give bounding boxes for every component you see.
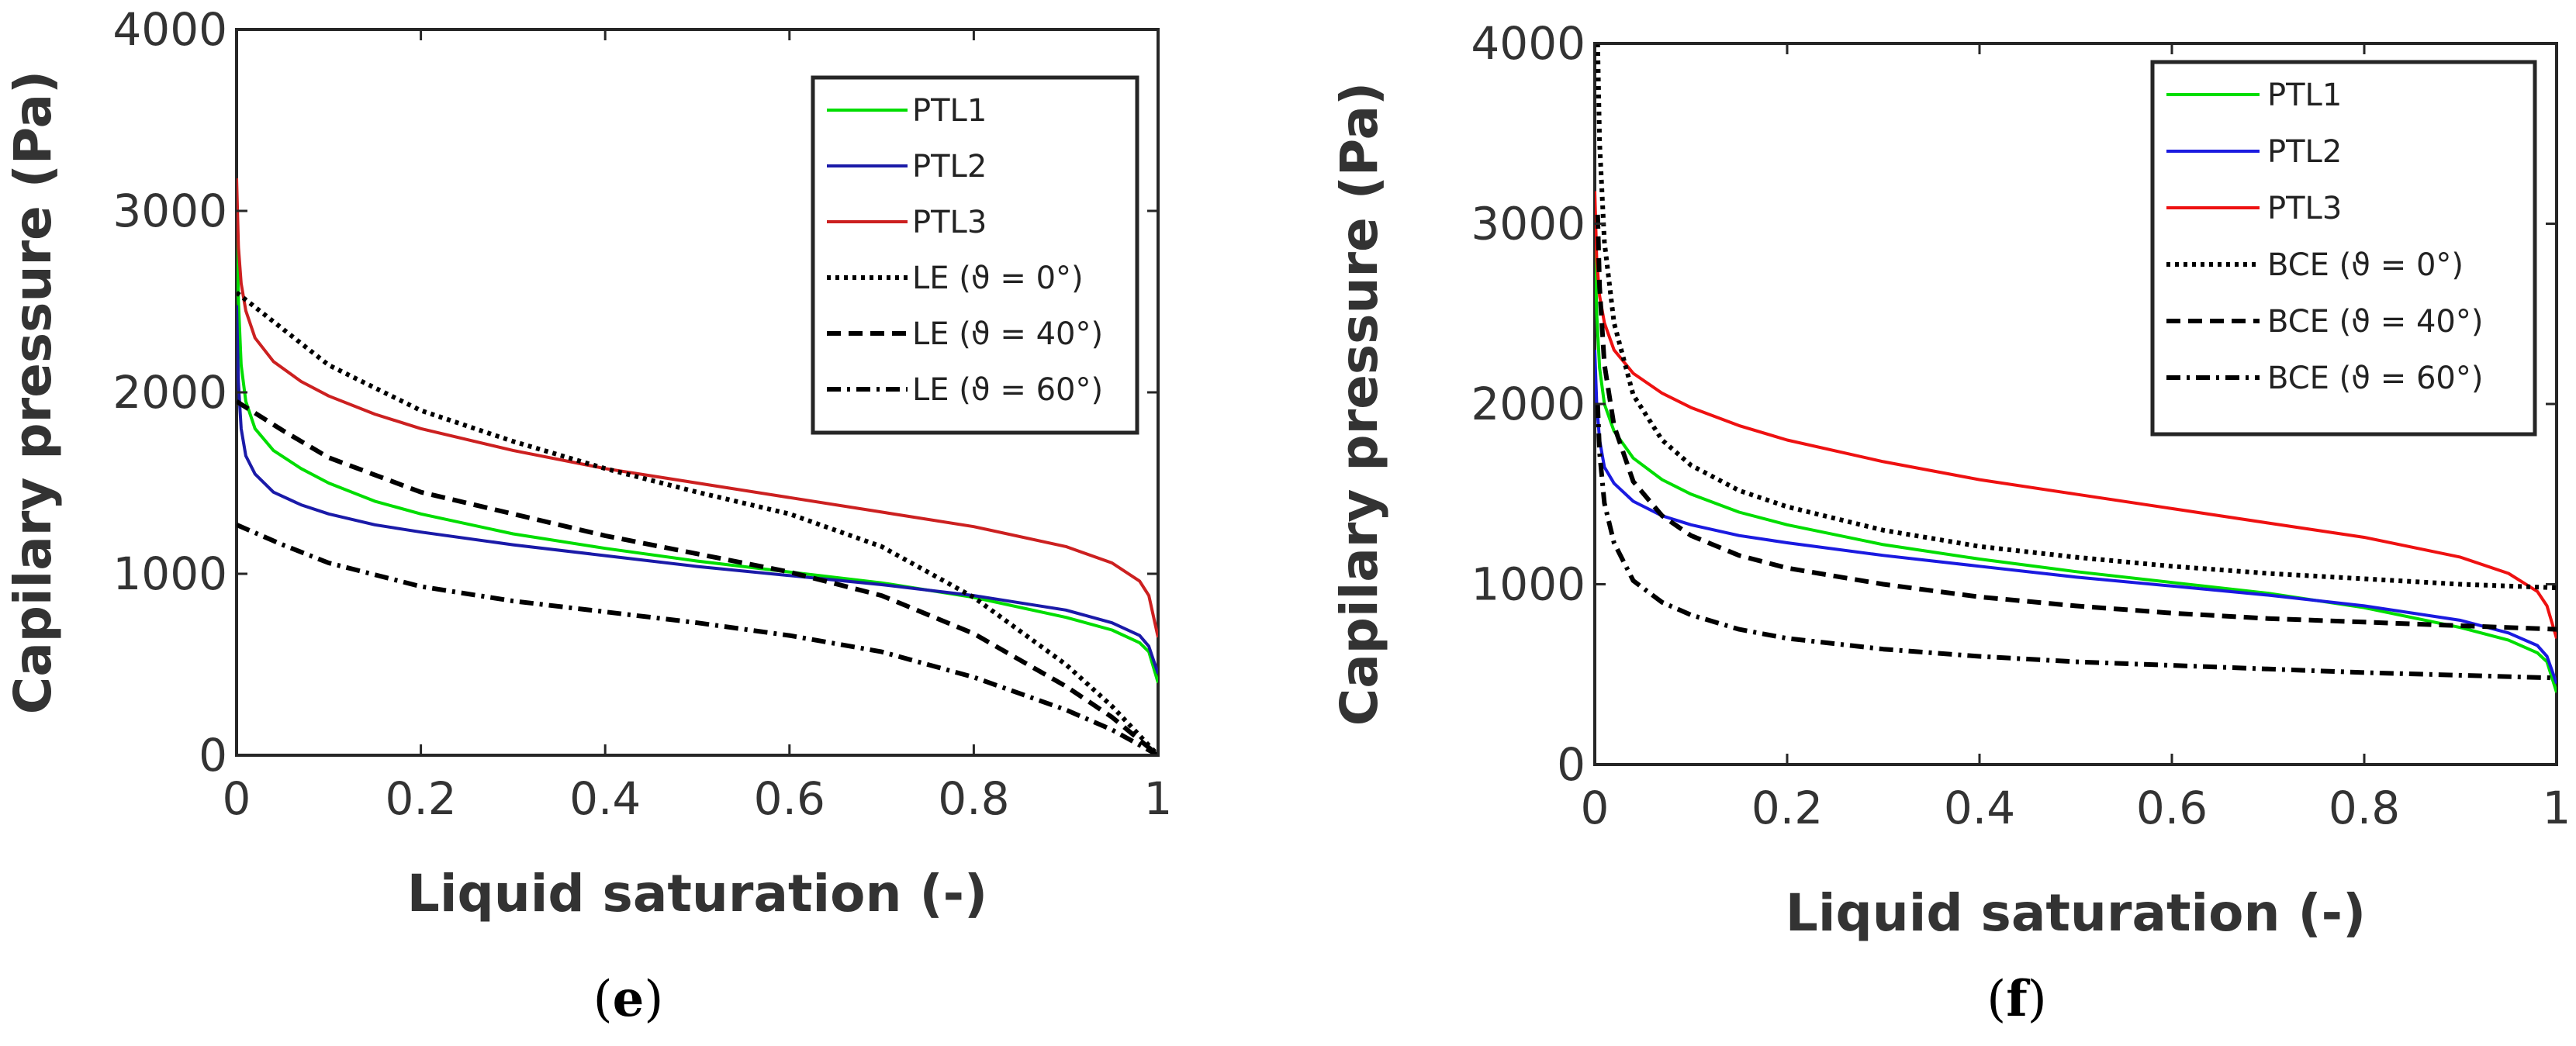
caption-part: ) <box>644 971 663 1028</box>
series-line-4 <box>1595 214 2557 632</box>
x-tick-label: 0.6 <box>2136 782 2208 834</box>
legend-label: LE (ϑ = 40°) <box>912 316 1103 352</box>
legend-label: BCE (ϑ = 60°) <box>2267 361 2483 396</box>
legend-label: LE (ϑ = 0°) <box>912 261 1084 296</box>
legend-box <box>811 75 1139 435</box>
caption-part: ( <box>1986 971 2006 1028</box>
panel-f: 0 0.2 0.4 0.6 0.8 1 0 1000 2000 3000 4000 Liquid sa… <box>1329 17 2571 1028</box>
legend-label: PTL2 <box>2267 134 2342 170</box>
y-tick-label: 3000 <box>112 185 227 237</box>
x-tick-label: 0.4 <box>569 772 641 825</box>
series-line-0 <box>237 219 1158 683</box>
x-tick-label: 0.4 <box>1944 782 2015 834</box>
series-group <box>237 178 1158 755</box>
panel-e: 0 0.2 0.4 0.6 0.8 1 0 1000 2000 3000 4000 Liquid sa… <box>3 3 1172 1028</box>
x-tick-label: 0.6 <box>754 772 825 825</box>
x-tick-label: 0 <box>223 772 251 825</box>
legend-item: LE (ϑ = 60°) <box>827 372 1103 408</box>
legend-item: PTL2 <box>2166 134 2342 170</box>
y-tick-label: 2000 <box>1471 378 1585 430</box>
y-tick-label: 1000 <box>112 547 227 600</box>
legend: PTL1 PTL2 PTL3 LE (ϑ = 0°) LE (ϑ = 40°) LE (ϑ… <box>811 75 1139 435</box>
x-axis-label: Liquid saturation (-) <box>407 864 987 923</box>
legend-box <box>2150 60 2537 437</box>
panel-caption: (f) <box>1986 970 2046 1028</box>
panel-caption: (e) <box>593 970 664 1028</box>
x-tick-label: 1 <box>2543 782 2571 834</box>
legend-label: PTL1 <box>2267 78 2342 113</box>
x-tick-label: 0.8 <box>2329 782 2400 834</box>
x-tick-label: 0.2 <box>1751 782 1823 834</box>
caption-part: ( <box>593 971 613 1028</box>
series-line-5 <box>237 523 1158 755</box>
legend: PTL1 PTL2 PTL3 BCE (ϑ = 0°) BCE (ϑ = 40°) BCE… <box>2150 60 2537 437</box>
legend-item: LE (ϑ = 0°) <box>827 261 1084 296</box>
series-line-2 <box>1595 191 2557 639</box>
y-axis-label: Capilary pressure (Pa) <box>3 71 63 714</box>
y-tick-label: 4000 <box>112 3 227 56</box>
legend-item: BCE (ϑ = 0°) <box>2166 247 2464 283</box>
legend-label: PTL1 <box>912 93 987 129</box>
x-axis-label: Liquid saturation (-) <box>1786 883 2366 943</box>
x-tick-label: 0 <box>1581 782 1610 834</box>
legend-label: BCE (ϑ = 0°) <box>2267 247 2464 283</box>
y-tick-label: 0 <box>1557 738 1585 791</box>
legend-item: BCE (ϑ = 40°) <box>2166 304 2483 340</box>
y-tick-label: 2000 <box>112 366 227 419</box>
legend-item: PTL2 <box>827 149 987 185</box>
legend-item: LE (ϑ = 40°) <box>827 316 1103 352</box>
legend-label: PTL2 <box>912 149 987 185</box>
y-tick-label: 4000 <box>1471 17 1585 70</box>
x-tick-label: 1 <box>1144 772 1173 825</box>
series-line-2 <box>237 178 1158 638</box>
x-tick-label: 0.8 <box>938 772 1009 825</box>
series-line-4 <box>237 399 1158 755</box>
caption-part: e <box>613 970 645 1028</box>
legend-item: PTL1 <box>2166 78 2342 113</box>
y-tick-label: 3000 <box>1471 198 1585 250</box>
series-line-0 <box>1595 233 2557 693</box>
series-line-5 <box>1595 403 2557 681</box>
legend-item: PTL3 <box>2166 191 2342 226</box>
legend-item: BCE (ϑ = 60°) <box>2166 361 2483 396</box>
series-line-3 <box>1595 43 2557 591</box>
series-line-1 <box>237 305 1158 675</box>
legend-label: LE (ϑ = 60°) <box>912 372 1103 408</box>
legend-label: PTL3 <box>912 205 987 240</box>
legend-label: BCE (ϑ = 40°) <box>2267 304 2483 340</box>
y-tick-label: 1000 <box>1471 558 1585 611</box>
caption-part: f <box>2006 970 2030 1028</box>
y-tick-label: 0 <box>199 729 227 782</box>
series-group <box>1595 43 2557 693</box>
legend-item: PTL1 <box>827 93 987 129</box>
y-axis-label: Capilary pressure (Pa) <box>1329 82 1389 726</box>
legend-label: PTL3 <box>2267 191 2342 226</box>
x-tick-label: 0.2 <box>385 772 456 825</box>
caption-part: ) <box>2028 971 2047 1028</box>
legend-item: PTL3 <box>827 205 987 240</box>
